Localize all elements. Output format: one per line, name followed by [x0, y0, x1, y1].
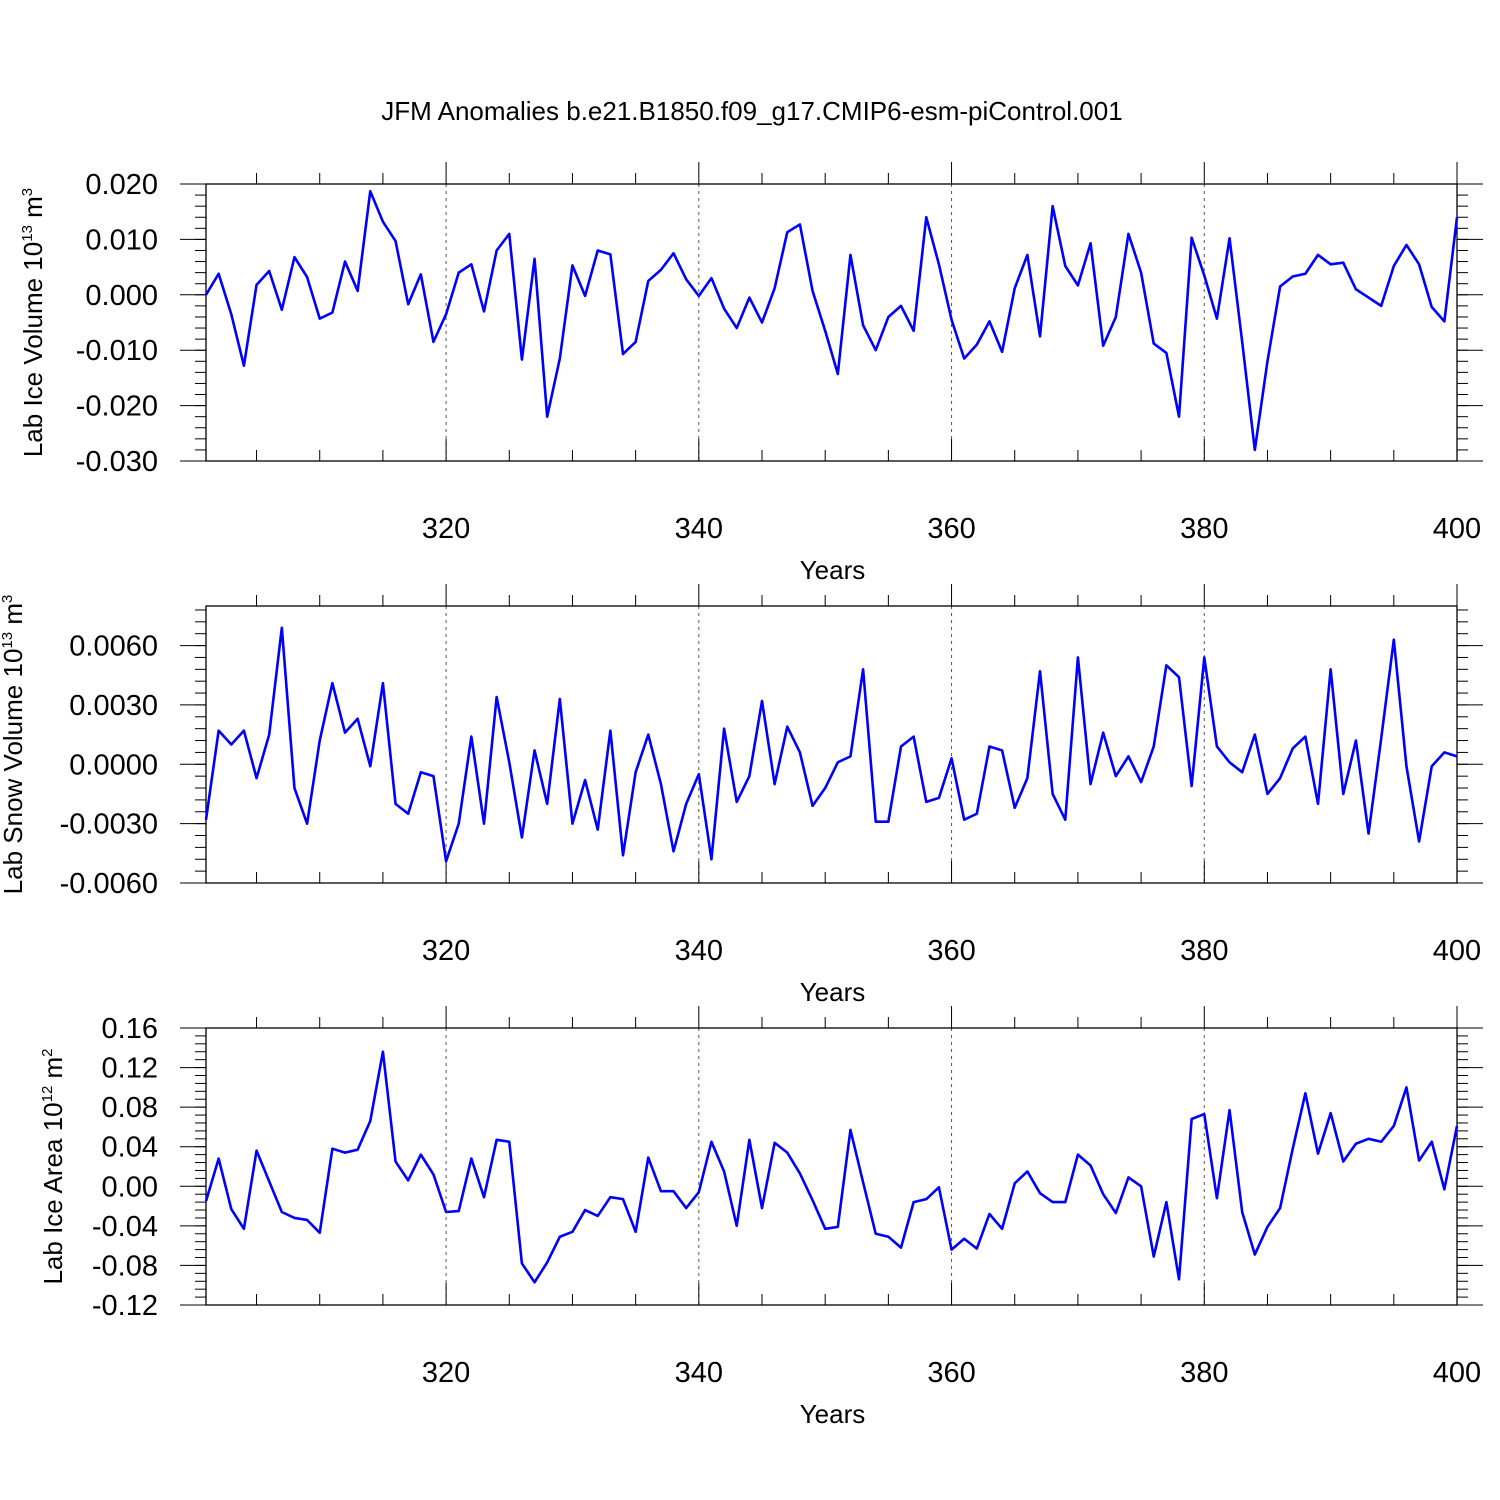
y-tick-label--0.010: -0.010 — [76, 335, 158, 367]
x-tick-label-380: 380 — [1180, 1357, 1228, 1389]
panels-container: 320 340 360 380 400 Years 0.020 0.010 0.000 -0.01… — [0, 162, 1483, 1429]
y-tick-label--0.0030: -0.0030 — [60, 809, 158, 841]
y-tick-label-0.0030: 0.0030 — [69, 690, 158, 722]
x-tick-label-360: 360 — [927, 513, 975, 545]
x-tick-label-400: 400 — [1433, 935, 1481, 967]
y-axis-label: Lab Ice Area 1012 m2 — [38, 1048, 68, 1284]
chart-title: JFM Anomalies b.e21.B1850.f09_g17.CMIP6-… — [381, 96, 1122, 126]
y-axis-label: Lab Snow Volume 1013 m3 — [0, 595, 28, 895]
y-axis-label-text: Lab Ice Area 10 — [38, 1102, 68, 1284]
y-tick-label--0.0060: -0.0060 — [60, 868, 158, 900]
y-axis-label-unit-exponent: 3 — [19, 188, 36, 196]
y-axis-label-exponent: 13 — [0, 632, 16, 649]
y-axis-label-unit-exponent: 2 — [39, 1048, 56, 1056]
series-line — [204, 189, 1459, 452]
panel-2: 320 340 360 380 400 Years 0.0060 0.0030 0.0000 -0… — [0, 584, 1483, 1007]
y-axis-label-exponent: 13 — [19, 225, 36, 242]
y-axis-label-text: Lab Ice Volume 10 — [18, 242, 48, 457]
y-tick-label-0.0000: 0.0000 — [69, 749, 158, 781]
plot-frame — [205, 605, 1458, 884]
y-tick-label--0.020: -0.020 — [76, 391, 158, 423]
panel-3: 320 340 360 380 400 Years 0.16 0.12 0.08 0.04 0.00… — [38, 1006, 1483, 1429]
x-tick-label-320: 320 — [422, 935, 470, 967]
x-tick-label-380: 380 — [1180, 513, 1228, 545]
y-tick-label-0.08: 0.08 — [102, 1092, 158, 1124]
y-axis-label-unit: m — [0, 603, 28, 632]
x-tick-label-360: 360 — [927, 1357, 975, 1389]
y-tick-label--0.030: -0.030 — [76, 446, 158, 478]
y-axis-label-unit-exponent: 3 — [0, 595, 16, 603]
x-tick-label-340: 340 — [675, 1357, 723, 1389]
y-axis-label-unit: m — [38, 1057, 68, 1086]
y-tick-label-0.12: 0.12 — [102, 1053, 158, 1085]
y-tick-label-0.020: 0.020 — [85, 169, 158, 201]
y-tick-label-0.010: 0.010 — [85, 224, 158, 256]
x-tick-label-320: 320 — [422, 1357, 470, 1389]
x-tick-label-400: 400 — [1433, 513, 1481, 545]
y-axis-label: Lab Ice Volume 1013 m3 — [18, 188, 48, 457]
panel-1: 320 340 360 380 400 Years 0.020 0.010 0.000 -0.01… — [18, 162, 1483, 585]
x-tick-label-380: 380 — [1180, 935, 1228, 967]
y-tick-label-0.000: 0.000 — [85, 280, 158, 312]
x-tick-label-360: 360 — [927, 935, 975, 967]
y-tick-label-0.0060: 0.0060 — [69, 631, 158, 663]
y-tick-label-0.00: 0.00 — [102, 1171, 158, 1203]
y-axis-label-unit: m — [18, 196, 48, 225]
series-line — [204, 1050, 1459, 1284]
y-tick-label--0.12: -0.12 — [92, 1290, 158, 1322]
y-axis-label-exponent: 12 — [39, 1086, 56, 1103]
plot-frame — [205, 1027, 1458, 1306]
x-tick-label-320: 320 — [422, 513, 470, 545]
y-tick-label-0.16: 0.16 — [102, 1013, 158, 1045]
series-line — [204, 626, 1458, 863]
x-axis-label: Years — [800, 1399, 866, 1429]
y-tick-label-0.04: 0.04 — [102, 1132, 158, 1164]
x-axis-label: Years — [800, 977, 866, 1007]
y-tick-label--0.04: -0.04 — [92, 1211, 158, 1243]
x-tick-label-340: 340 — [675, 513, 723, 545]
y-axis-label-text: Lab Snow Volume 10 — [0, 649, 28, 895]
x-axis-label: Years — [800, 555, 866, 585]
y-tick-label--0.08: -0.08 — [92, 1250, 158, 1282]
x-tick-label-400: 400 — [1433, 1357, 1481, 1389]
plot-frame — [205, 183, 1458, 462]
x-tick-label-340: 340 — [675, 935, 723, 967]
